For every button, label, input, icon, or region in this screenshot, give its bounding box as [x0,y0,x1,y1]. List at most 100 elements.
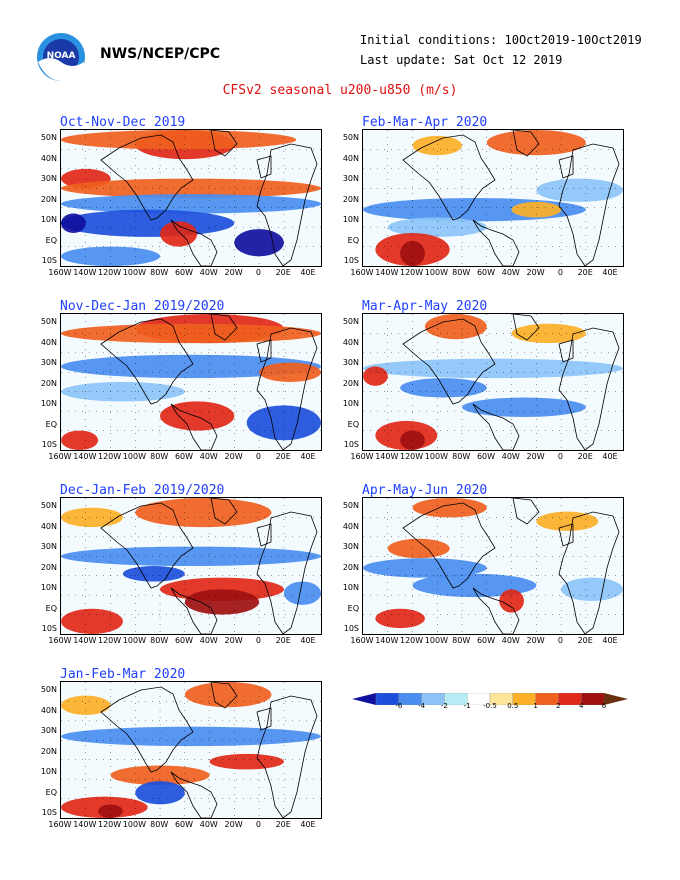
map-plot [60,313,322,451]
lat-tick-label: 20N [40,194,57,204]
lon-tick-label: 60W [174,636,194,645]
lon-tick-label: 40W [199,452,218,461]
lon-tick-label: 40W [501,636,520,645]
lon-tick-label: 60W [174,268,194,277]
lat-tick-label: 10N [40,583,57,592]
coastline [256,511,318,634]
lon-tick-label: 160W [48,636,72,645]
lon-tick-label: 140W [73,820,97,829]
lat-tick-label: 10S [41,624,57,633]
coastline [170,771,218,818]
lat-tick-label: 20N [40,562,57,572]
lon-tick-label: 40E [602,268,618,277]
anomaly-region [486,130,586,156]
main-title: CFSv2 seasonal u200-u850 (m/s) [222,83,458,98]
lon-tick-label: 100W [122,636,146,645]
lon-tick-label: 120W [400,636,424,645]
colorbar-tick-label: 4 [578,702,584,710]
lat-tick-label: EQ [347,603,359,613]
lon-tick-label: 60W [174,820,194,829]
panel-title: Jan-Feb-Mar 2020 [60,667,186,682]
coastline [256,155,272,179]
coastline [256,695,318,818]
lon-tick-label: 140W [375,268,399,277]
lon-tick-label: 120W [98,636,122,645]
lon-tick-label: 100W [122,452,146,461]
lon-tick-label: 80W [452,452,471,461]
lon-tick-label: 20W [526,268,545,277]
anomaly-region [61,382,185,402]
map-plot [60,129,322,267]
coastline [256,143,318,266]
lat-tick-label: 50N [40,317,57,326]
panel-title: Oct-Nov-Dec 2019 [60,115,186,130]
lat-tick-label: EQ [45,235,57,245]
lat-tick-label: EQ [45,787,57,797]
lat-tick-label: 50N [40,685,57,694]
lat-tick-label: 40N [40,337,57,347]
lon-tick-label: 40W [199,820,218,829]
lon-tick-label: 40E [602,452,618,461]
anomaly-region [135,781,185,805]
anomaly-region [424,314,487,340]
lon-tick-label: 20W [526,636,545,645]
lon-tick-label: 60W [476,268,496,277]
coastline [256,327,318,450]
anomaly-region [246,405,321,441]
lon-tick-label: 20E [275,820,291,829]
coastline [170,403,218,450]
lat-tick-label: 20N [342,562,359,572]
panel-title: Dec-Jan-Feb 2019/2020 [60,483,225,498]
anomaly-region [61,430,99,450]
lon-tick-label: 120W [400,452,424,461]
coastline [170,219,218,266]
anomaly-region [135,498,272,528]
colorbar-tick-label: -6 [395,702,403,710]
anomaly-region [61,608,123,634]
lon-tick-label: 40E [300,820,316,829]
anomaly-region [61,507,123,528]
initial-conditions: Initial conditions: 10Oct2019-10Oct2019 [360,33,642,47]
last-update: Last update: Sat Oct 12 2019 [360,53,563,67]
coastline [512,314,540,341]
lon-tick-label: 60W [174,452,194,461]
coastline [256,523,272,547]
anomaly-region [387,217,487,237]
lon-tick-label: 40W [501,452,520,461]
lon-tick-label: 20W [224,636,243,645]
lat-tick-label: 10S [41,256,57,265]
lon-tick-label: 40E [300,268,316,277]
lat-tick-label: 50N [342,133,359,142]
anomaly-region [511,323,586,344]
lat-tick-label: EQ [347,235,359,245]
anomaly-region [363,558,487,578]
lon-tick-label: 140W [375,636,399,645]
anomaly-region [184,589,260,615]
coastline [512,130,540,157]
anomaly-region [122,566,185,582]
coastline [210,130,238,157]
lon-tick-label: 20E [577,268,593,277]
lat-tick-label: 10S [41,440,57,449]
anomaly-region [259,362,321,382]
lon-tick-label: 140W [73,268,97,277]
coastline [210,314,238,341]
lat-tick-label: 30N [342,174,359,183]
lat-tick-label: 10S [343,624,359,633]
lon-tick-label: 20E [275,268,291,277]
lat-tick-label: 50N [40,501,57,510]
lon-tick-label: 20E [577,452,593,461]
coastline [558,143,620,266]
lon-tick-label: 40W [199,636,218,645]
lon-tick-label: 100W [424,636,448,645]
lon-tick-label: 80W [150,820,169,829]
lon-tick-label: 140W [73,452,97,461]
lon-tick-label: 20E [275,636,291,645]
lon-tick-label: 160W [350,636,374,645]
lon-tick-label: 100W [424,452,448,461]
anomaly-region [462,397,586,417]
lon-tick-label: 80W [150,452,169,461]
lat-tick-label: EQ [347,419,359,429]
lon-tick-label: 20E [577,636,593,645]
lat-tick-label: 40N [40,153,57,163]
